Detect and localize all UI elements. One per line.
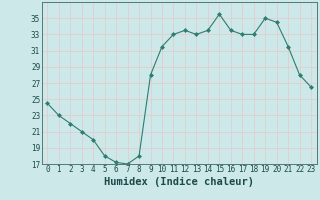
X-axis label: Humidex (Indice chaleur): Humidex (Indice chaleur) bbox=[104, 177, 254, 187]
